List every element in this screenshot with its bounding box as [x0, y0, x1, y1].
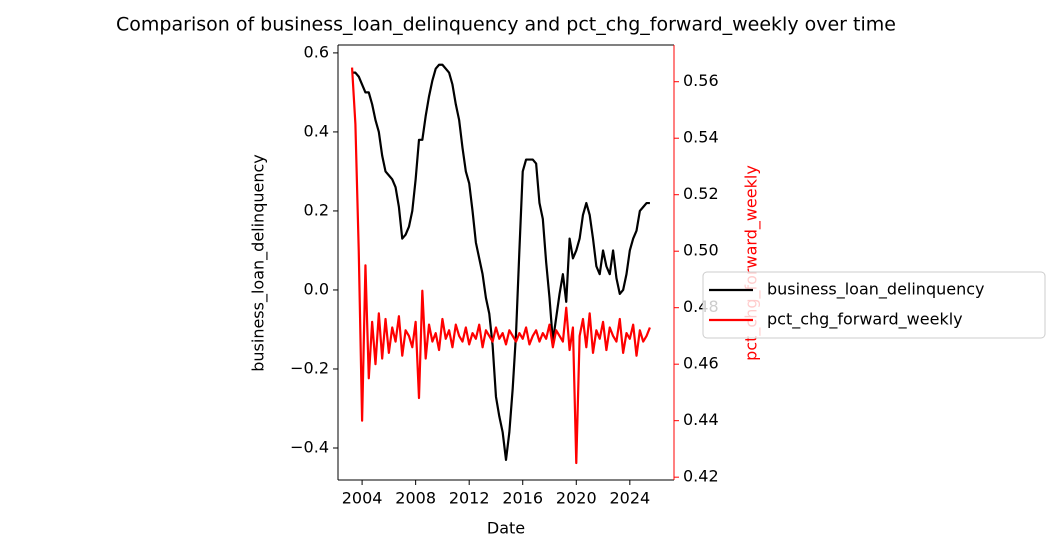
chart-title: Comparison of business_loan_delinquency … — [116, 14, 896, 36]
y-tick-label: 0.2 — [304, 200, 329, 219]
x-tick-label: 2016 — [502, 489, 543, 508]
y-tick-label: −0.2 — [290, 358, 329, 377]
y2-tick-label: 0.52 — [683, 184, 719, 203]
y2-tick-label: 0.42 — [683, 467, 719, 486]
x-tick-label: 2004 — [342, 489, 383, 508]
x-tick-label: 2024 — [609, 489, 650, 508]
legend-label: business_loan_delinquency — [767, 280, 985, 300]
y2-tick-label: 0.50 — [683, 241, 719, 260]
y2-tick-label: 0.44 — [683, 410, 719, 429]
y-tick-label: −0.4 — [290, 437, 329, 456]
y-tick-label: 0.4 — [304, 121, 329, 140]
x-tick-label: 2020 — [556, 489, 597, 508]
legend-label: pct_chg_forward_weekly — [767, 310, 963, 330]
line-series — [352, 63, 650, 461]
line-series — [350, 67, 651, 465]
x-axis-label: Date — [487, 519, 525, 538]
x-tick-label: 2008 — [395, 489, 436, 508]
legend-box — [702, 271, 1046, 339]
x-tick-label: 2012 — [449, 489, 490, 508]
y2-tick-label: 0.54 — [683, 128, 719, 147]
y2-tick-label: 0.46 — [683, 354, 719, 373]
y2-tick-label: 0.56 — [683, 71, 719, 90]
y-tick-label: 0.0 — [304, 279, 329, 298]
y-tick-label: 0.6 — [304, 42, 329, 61]
y-axis-label: business_loan_delinquency — [249, 154, 269, 372]
